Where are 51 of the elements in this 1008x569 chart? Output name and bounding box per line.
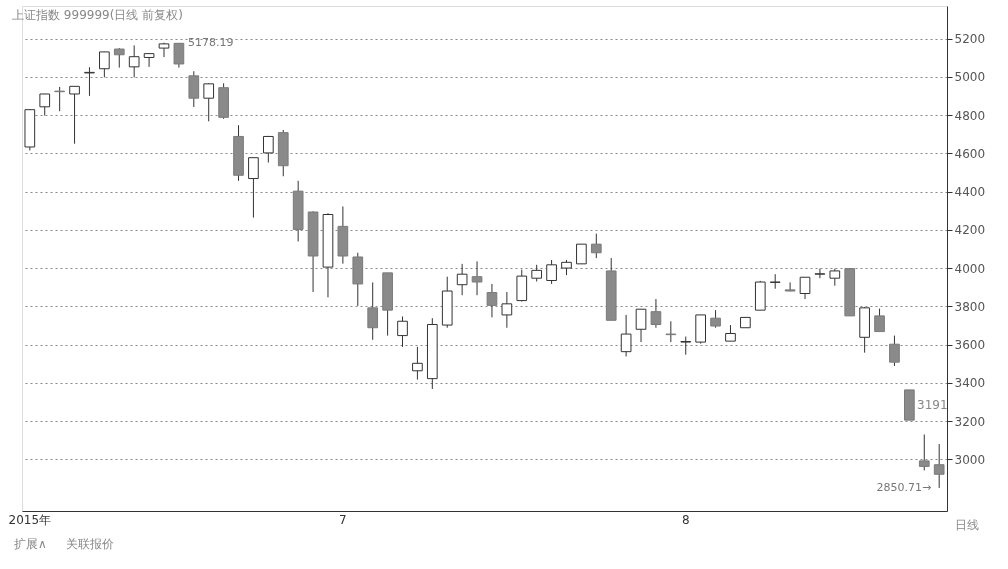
candlestick [113,47,125,69]
candlestick [874,308,885,333]
candlestick [173,42,185,69]
y-tick-label: 4800 [954,108,986,123]
candlestick [263,135,274,163]
text: 扩展∧ [14,537,47,551]
candlestick [248,157,259,219]
y-tick-label: 5200 [954,32,986,47]
candlestick [680,336,692,356]
y-tick-label: 3600 [954,338,986,353]
candlestick [576,243,587,265]
candlestick [143,52,155,68]
candlestick [456,263,468,296]
candlestick [665,320,677,343]
candlestick [814,268,826,279]
candlestick [99,51,110,78]
candlestick [471,260,483,296]
y-tick-label: 4200 [954,223,986,238]
candlestick [501,291,513,329]
candlestick [799,276,811,300]
candlestick [203,82,215,122]
candlestick [39,93,51,117]
y-tick-label: 3800 [954,299,986,314]
annotation: 3191 [917,397,948,412]
y-tick-label: 3400 [954,376,986,391]
candlestick [620,314,632,357]
candlestick [54,86,65,112]
candlestick [590,233,602,259]
x-tick-label: 2015年 [8,512,52,527]
text: 日线 [955,518,979,532]
y-tick-label: 4400 [954,185,986,200]
x-tick-label: 7 [339,512,347,527]
candlestick [784,281,796,292]
annotation: 5178.19 [187,35,234,49]
candlestick [69,85,80,145]
annotation: 2850.71→ [876,480,932,494]
y-tick-label: 3000 [954,452,986,467]
candlestick [158,42,170,58]
candlestick [128,44,140,78]
candlestick [84,66,95,97]
y-tick-label: 3200 [954,414,986,429]
candlestick [412,346,423,381]
chart-title: 上证指数 999999(日线 前复权) [12,8,183,22]
y-tick-label: 4000 [954,261,986,276]
y-tick-label: 5000 [954,70,986,85]
y-tick-label: 4600 [954,146,986,161]
candlestick [546,259,557,285]
candlestick [635,308,647,343]
text: 关联报价 [66,537,114,551]
x-tick-label: 8 [681,512,690,527]
candlestick [397,315,408,348]
